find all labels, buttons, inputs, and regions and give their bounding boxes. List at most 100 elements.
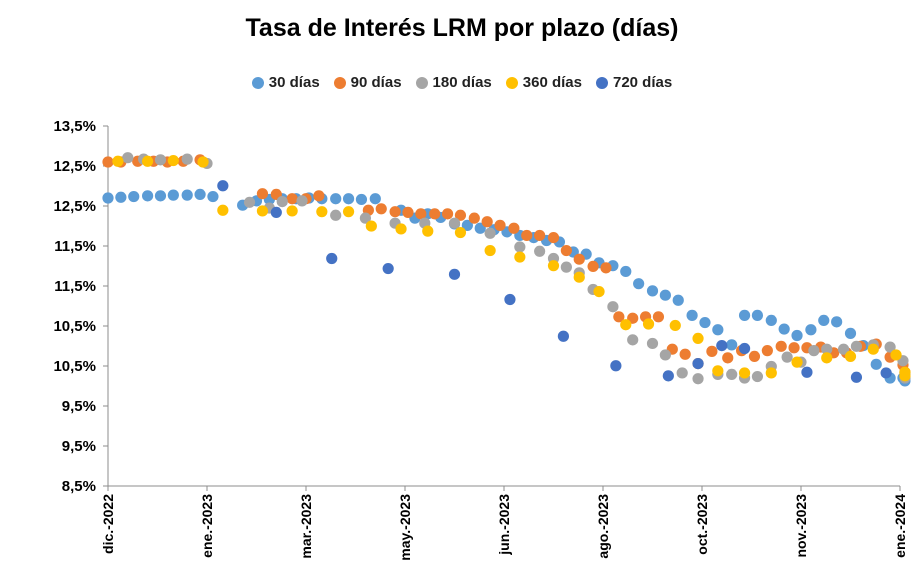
data-point	[547, 232, 560, 244]
data-point	[494, 219, 506, 231]
data-point	[831, 316, 843, 328]
data-point	[659, 289, 671, 301]
x-tick-label: dic.-2022	[100, 494, 116, 554]
data-point	[217, 180, 229, 192]
data-point	[365, 220, 377, 232]
legend-item-180: 180 días	[415, 74, 492, 91]
data-point	[181, 189, 193, 201]
data-point	[375, 203, 387, 215]
legend-label-90: 90 días	[350, 74, 402, 91]
data-point	[521, 229, 533, 242]
data-point	[738, 367, 751, 379]
data-point	[890, 349, 902, 361]
y-tick-label: 10,5%	[53, 318, 96, 335]
data-point	[573, 271, 585, 283]
data-point	[880, 367, 892, 379]
data-point	[326, 252, 338, 265]
data-point	[369, 193, 381, 205]
data-point	[514, 241, 526, 253]
legend-item-90: 90 días	[333, 74, 402, 91]
data-point	[738, 309, 751, 321]
legend-marker-90	[333, 76, 346, 89]
data-point	[722, 352, 734, 364]
data-point	[256, 205, 269, 217]
x-tick-label: ene.-2024	[892, 494, 908, 558]
data-point	[587, 260, 599, 272]
data-point	[197, 156, 209, 168]
chart-legend: 30 días 90 días 180 días 360 días 720 dí…	[0, 74, 924, 91]
data-point	[181, 153, 193, 165]
data-point	[672, 294, 684, 306]
data-point	[122, 152, 134, 164]
data-point	[712, 365, 724, 377]
legend-label-720: 720 días	[612, 74, 673, 91]
legend-label-360: 360 días	[522, 74, 582, 91]
data-point	[112, 155, 124, 167]
x-tick-label: nov.-2023	[793, 494, 809, 558]
y-tick-label: 12,5%	[53, 158, 96, 175]
data-point	[154, 154, 167, 166]
data-point	[600, 262, 612, 274]
data-point	[454, 209, 467, 221]
axes	[103, 125, 901, 491]
x-tick-label: mar.-2023	[298, 494, 314, 559]
data-point	[692, 358, 704, 370]
data-point	[607, 301, 619, 313]
data-point	[448, 268, 461, 280]
data-point	[102, 192, 114, 204]
data-point	[692, 373, 704, 385]
x-tick-label: ene.-2023	[199, 494, 215, 558]
data-point	[422, 225, 434, 237]
data-point	[142, 155, 154, 167]
data-point	[821, 343, 833, 355]
legend-marker-360	[505, 76, 518, 89]
data-point	[712, 324, 724, 336]
data-point	[573, 253, 585, 265]
data-point	[781, 351, 793, 363]
data-point	[514, 251, 526, 263]
data-point	[646, 337, 659, 350]
y-tick-label: 8,5%	[62, 478, 96, 495]
data-point	[726, 368, 738, 380]
data-point	[402, 206, 414, 218]
data-point	[884, 341, 896, 353]
data-point	[560, 261, 572, 273]
data-point	[128, 190, 140, 203]
data-point	[646, 285, 659, 297]
data-point	[296, 195, 308, 207]
data-point	[481, 216, 493, 228]
data-point	[115, 191, 127, 203]
data-point	[217, 204, 229, 216]
data-point	[557, 330, 570, 342]
data-point	[508, 222, 520, 234]
data-point	[627, 334, 639, 346]
data-points	[102, 152, 911, 387]
data-point	[194, 188, 206, 200]
data-point	[706, 345, 718, 357]
data-point	[154, 190, 167, 202]
data-point	[560, 244, 572, 257]
data-point	[389, 206, 401, 218]
y-tick-label: 12,5%	[53, 198, 96, 215]
data-point	[429, 208, 441, 220]
data-point	[415, 208, 427, 220]
data-point	[316, 206, 328, 218]
data-point	[484, 227, 496, 239]
data-point	[662, 370, 674, 382]
data-point	[547, 260, 560, 272]
data-point	[633, 278, 645, 290]
data-point	[775, 340, 787, 352]
data-point	[102, 156, 114, 168]
series-4	[217, 180, 892, 383]
data-point	[534, 245, 546, 257]
data-point	[395, 223, 407, 235]
data-point	[801, 366, 813, 378]
data-point	[748, 350, 761, 362]
series-3	[112, 154, 911, 382]
data-point	[676, 367, 688, 379]
data-point	[313, 190, 325, 202]
y-tick-label: 13,5%	[53, 118, 96, 135]
data-point	[286, 193, 298, 205]
data-point	[613, 311, 625, 323]
